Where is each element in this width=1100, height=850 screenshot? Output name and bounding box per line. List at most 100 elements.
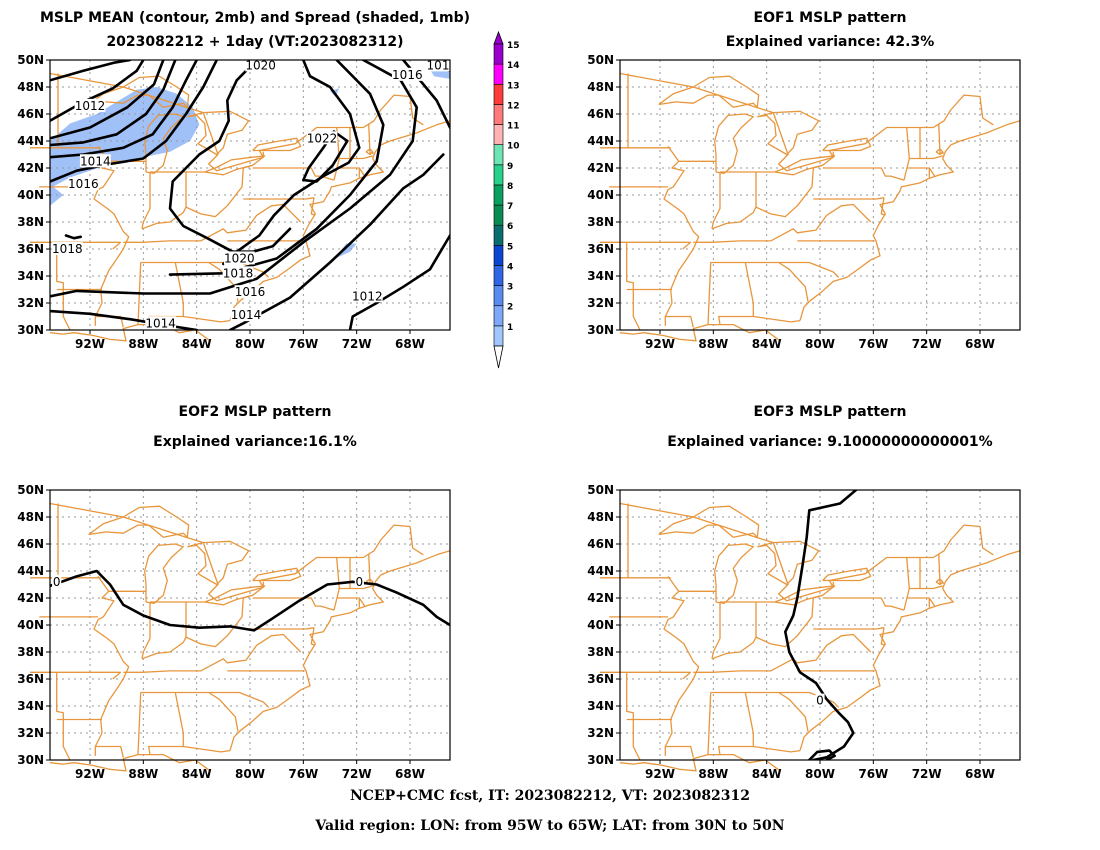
boundary-line: [339, 585, 373, 590]
contour-line: [50, 60, 418, 298]
lat-tick-label: 42N: [587, 161, 614, 175]
boundary-line: [711, 597, 814, 660]
colorbar-swatch: [493, 305, 504, 327]
contour-label-bg: [426, 58, 450, 72]
boundary-line: [906, 167, 936, 177]
colorbar-swatch: [493, 245, 504, 266]
lat-tick-label: 40N: [17, 188, 44, 202]
axis-ticks: [616, 59, 981, 334]
boundary-line: [665, 315, 694, 328]
geographic-boundaries: [600, 72, 1021, 342]
contour-label: 1018: [223, 266, 254, 280]
colorbar-label: 12: [507, 101, 520, 111]
graticule: [620, 60, 1020, 330]
colorbar-label: 11: [507, 122, 520, 132]
lon-tick-label: 92W: [645, 337, 675, 351]
lat-tick-label: 48N: [17, 80, 44, 94]
map-panel-eof1: 50N 48N 46N 44N 42N 40N 38N 36N 34N 32N 30N 92W 88W 8…: [587, 53, 1021, 351]
axis-ticks: [616, 489, 981, 764]
boundary-line: [140, 691, 270, 708]
lat-tick-label: 50N: [17, 483, 44, 497]
boundary-line: [707, 692, 712, 755]
lat-tick-label: 32N: [17, 726, 44, 740]
boundary-line: [93, 576, 130, 756]
boundary-line: [93, 146, 130, 326]
lat-tick-label: 46N: [17, 107, 44, 121]
boundary-line: [665, 745, 694, 758]
lat-tick-label: 40N: [587, 188, 614, 202]
lat-tick-label: 42N: [17, 161, 44, 175]
panel-title-mean: MSLP MEAN (contour, 2mb) and Spread (sha…: [40, 10, 470, 26]
lat-tick-label: 44N: [17, 134, 44, 148]
boundary-line: [95, 745, 124, 758]
contour-label-bg: [222, 266, 254, 280]
lat-tick-label: 30N: [17, 323, 44, 337]
boundary-line: [204, 155, 266, 176]
lon-tick-label: 68W: [395, 767, 425, 781]
contour-label: 1020: [224, 251, 255, 265]
contour-label: 101: [427, 58, 450, 72]
boundary-line: [56, 242, 71, 331]
lon-tick-label: 88W: [698, 767, 728, 781]
lat-tick-label: 36N: [587, 242, 614, 256]
map-panel-eof3: 0 50N 48N 46N 44N 42N 40N 38N 36N 34N 32N 30N 92W 88W…: [587, 483, 1021, 781]
contour-line: [50, 60, 165, 140]
boundary-line: [906, 597, 936, 607]
contour-label-bg: [223, 251, 255, 265]
boundary-line: [757, 110, 820, 156]
colorbar-label: 9: [507, 162, 513, 172]
contour-line: [228, 153, 445, 330]
contour-label: 1018: [52, 242, 83, 256]
colorbar-label: 2: [507, 303, 513, 313]
boundary-line: [336, 597, 366, 607]
lat-tick-label: 36N: [587, 672, 614, 686]
lat-tick-label: 34N: [587, 269, 614, 283]
boundary-line: [813, 594, 823, 599]
boundary-line: [718, 692, 754, 755]
colorbar-label: 7: [507, 202, 513, 212]
colorbar-swatch: [493, 124, 504, 145]
lon-tick-label: 76W: [288, 767, 318, 781]
boundary-line: [252, 567, 302, 582]
contour-label-bg: [351, 289, 383, 303]
colorbar-label: 1: [507, 323, 513, 333]
boundary-line: [183, 745, 231, 753]
colorbar-label: 8: [507, 182, 513, 192]
lon-tick-label: 80W: [235, 337, 265, 351]
boundary-line: [753, 745, 801, 753]
lon-tick-label: 92W: [75, 767, 105, 781]
boundary-line: [229, 120, 451, 321]
boundary-line: [183, 315, 231, 323]
contour-line: [50, 569, 450, 632]
boundary-line: [822, 167, 905, 181]
colorbar-swatch: [493, 104, 504, 125]
lat-tick-label: 50N: [17, 53, 44, 67]
boundary-line: [49, 502, 424, 602]
boundary-line: [252, 167, 335, 181]
boundary-line: [56, 672, 71, 761]
boundary-line: [822, 137, 872, 152]
boundary-line: [243, 197, 315, 200]
contour-label: 1012: [352, 289, 383, 303]
lon-tick-label: 68W: [395, 337, 425, 351]
contour-line: [50, 309, 198, 330]
lon-tick-label: 84W: [182, 337, 212, 351]
boundary-line: [252, 137, 302, 152]
boundary-line: [813, 197, 885, 200]
lat-tick-label: 48N: [17, 510, 44, 524]
panel-title-eof2: EOF2 MSLP pattern: [178, 404, 332, 420]
boundary-line: [229, 550, 451, 751]
contour-line: [50, 60, 132, 82]
colorbar-label: 14: [507, 61, 520, 71]
contour-label-bg: [79, 154, 111, 168]
boundary-line: [663, 146, 700, 326]
lon-tick-label: 84W: [182, 767, 212, 781]
colorbar-bottom-arrow: [493, 345, 504, 369]
boundary-line: [909, 585, 943, 590]
boundary-line: [778, 691, 809, 732]
lat-tick-label: 32N: [17, 296, 44, 310]
contour-label-bg: [230, 308, 262, 322]
boundary-line: [137, 692, 142, 755]
boundary-line: [774, 155, 836, 176]
lat-tick-label: 34N: [17, 699, 44, 713]
